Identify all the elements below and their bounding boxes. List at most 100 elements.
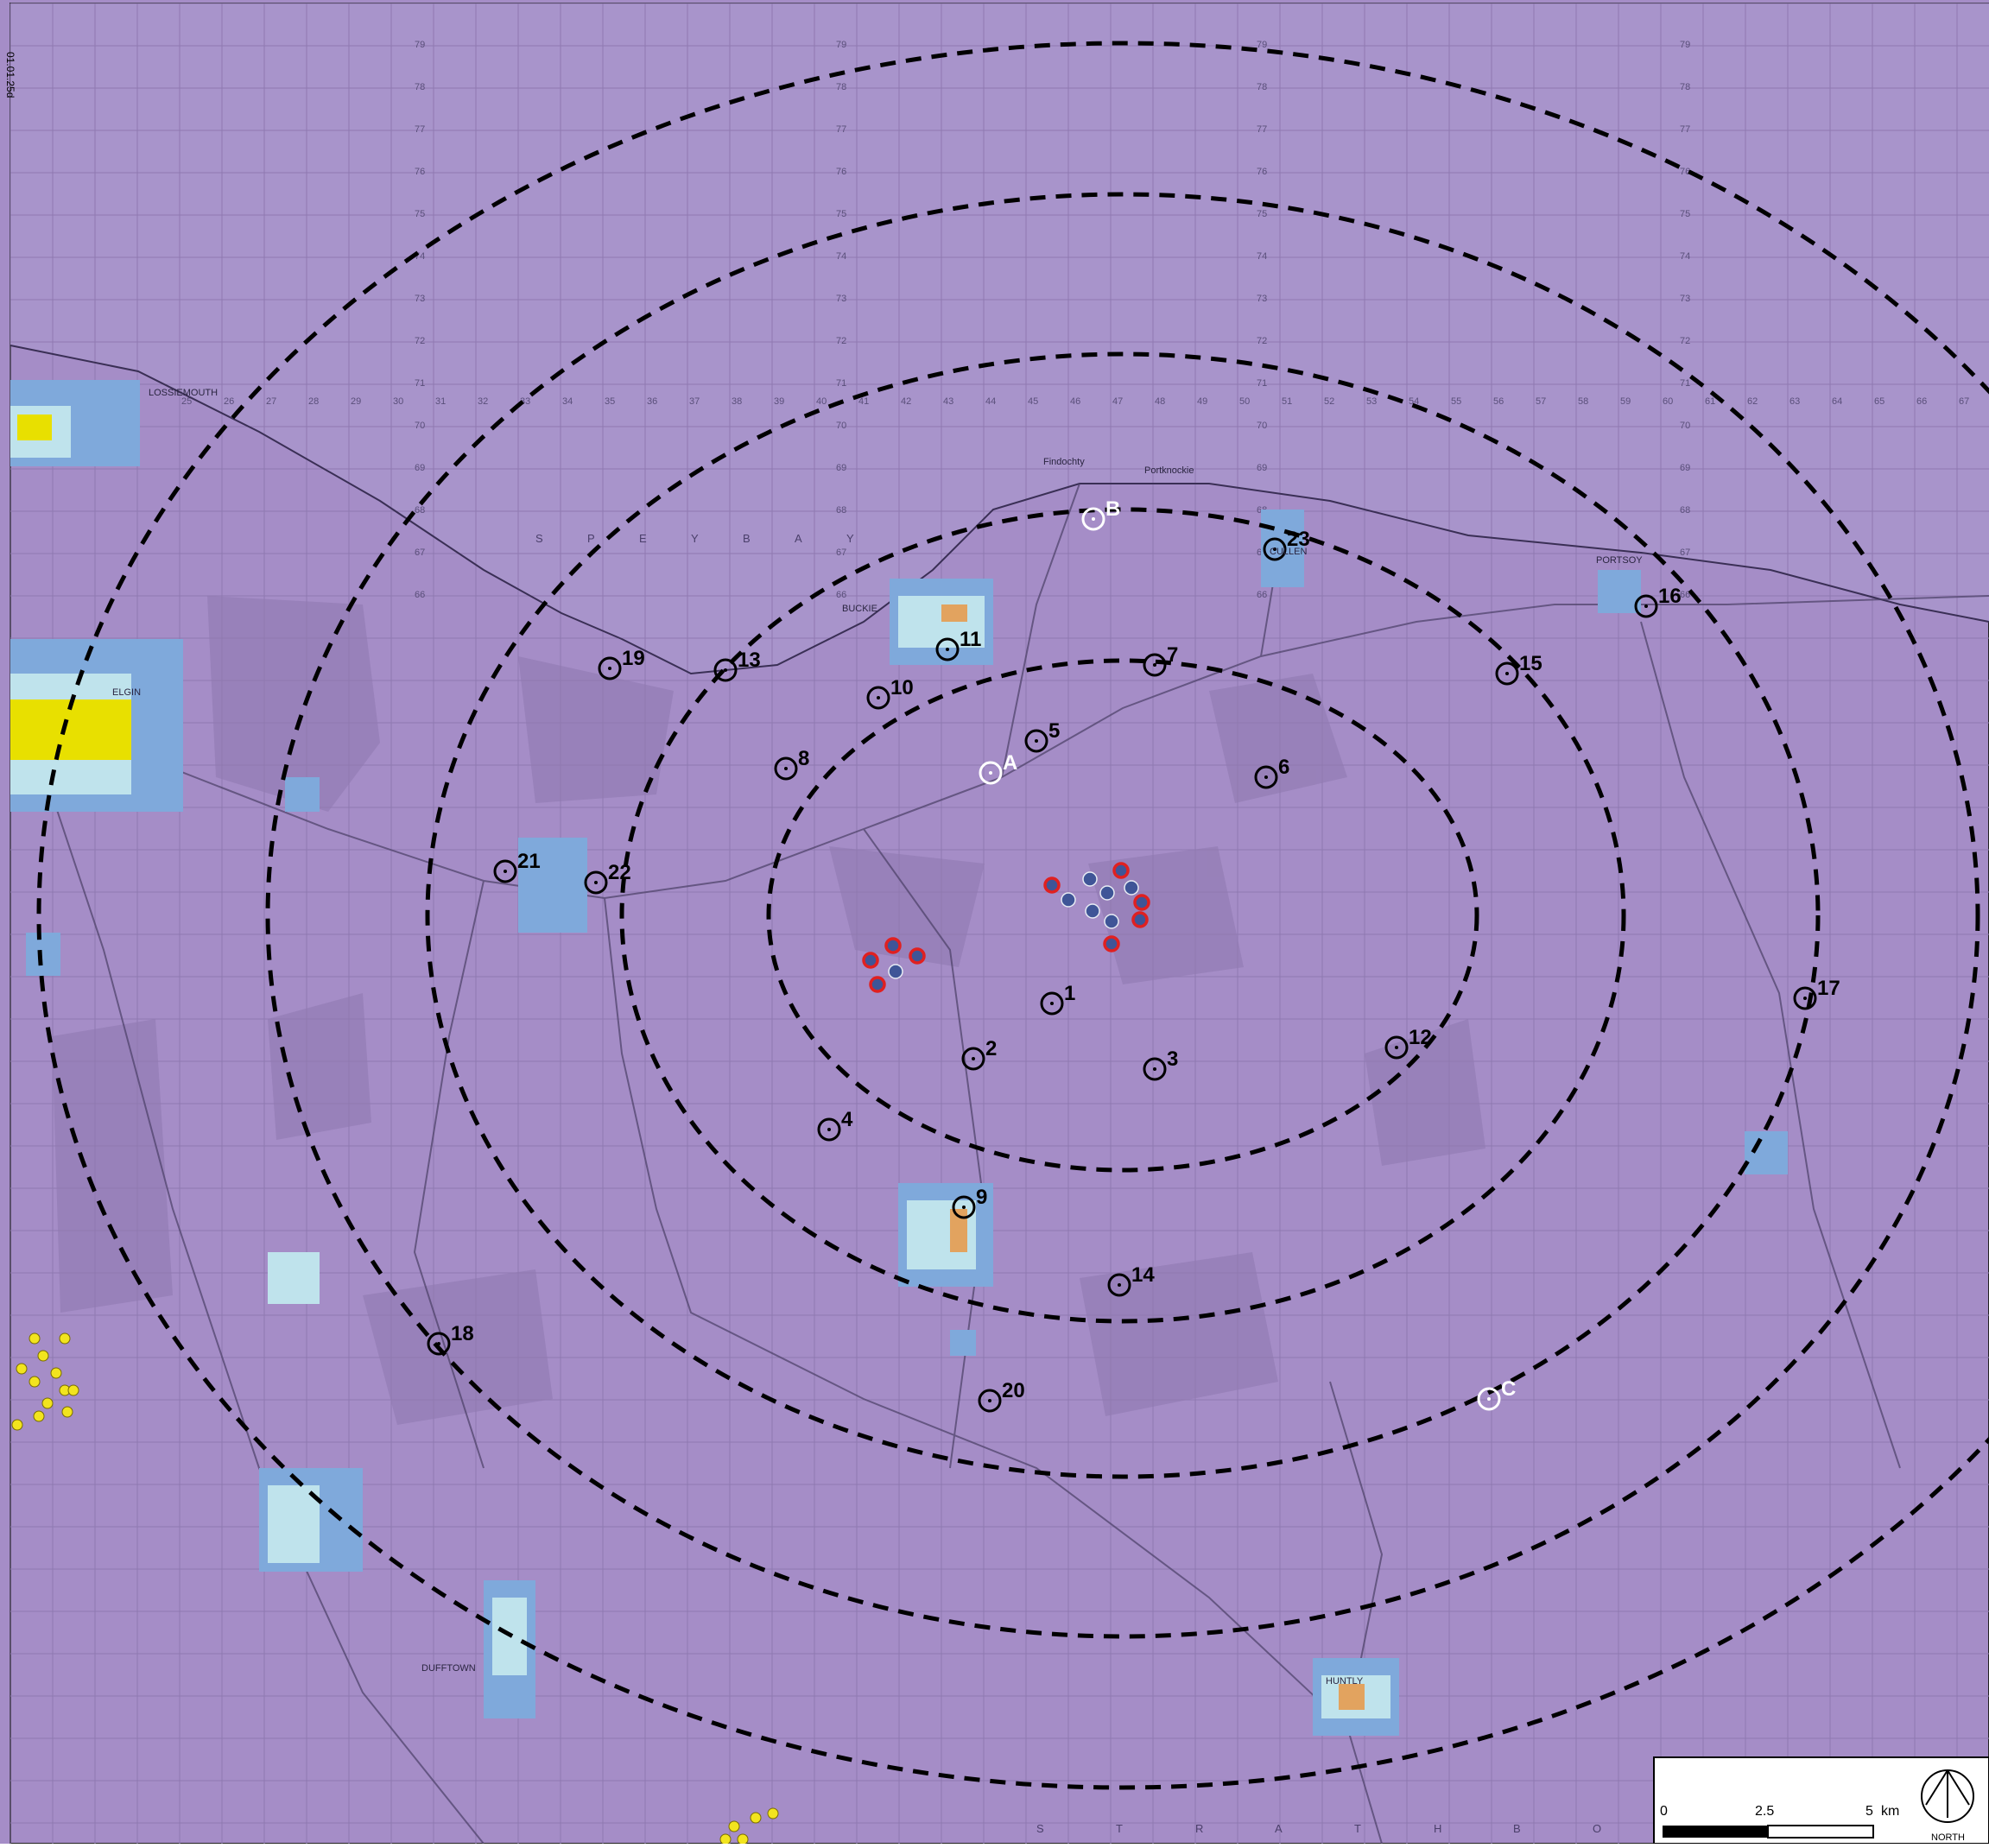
viewpoint-dot xyxy=(1153,663,1156,667)
land-label-letter: T xyxy=(1354,1822,1363,1835)
place-portsoy: PORTSOY xyxy=(1596,555,1643,566)
viewpoint-label: 22 xyxy=(608,861,631,884)
grid-number: 49 xyxy=(1197,396,1207,407)
viewpoint-dot xyxy=(437,1342,440,1345)
grid-number: 62 xyxy=(1747,396,1758,407)
land-label-letter: B xyxy=(1513,1822,1523,1835)
viewpoint-dot xyxy=(724,668,727,672)
grid-number: 44 xyxy=(985,396,996,407)
viewpoint-label: 11 xyxy=(960,628,981,651)
grid-number: 78 xyxy=(1680,82,1690,92)
grid-number: 75 xyxy=(836,209,846,219)
place-lossiemouth: LOSSIEMOUTH xyxy=(149,388,218,398)
sea-label-letter: S xyxy=(535,532,545,545)
grid-number: 43 xyxy=(943,396,953,407)
sea-label-letter: P xyxy=(587,532,597,545)
grid-number: 57 xyxy=(1536,396,1546,407)
grid-number: 68 xyxy=(836,505,846,516)
grid-number: 67 xyxy=(836,547,846,558)
grid-number: 74 xyxy=(836,251,846,262)
grid-number: 74 xyxy=(1680,251,1690,262)
viewpoint-dot xyxy=(1118,1283,1121,1287)
turbine-existing xyxy=(1100,886,1114,900)
grid-number: 53 xyxy=(1366,396,1377,407)
viewpoint-dot xyxy=(946,648,949,651)
viewpoint-dot xyxy=(1644,604,1648,608)
viewpoint-label: 14 xyxy=(1131,1263,1155,1287)
viewpoint-dot xyxy=(988,1399,991,1402)
grid-number: 50 xyxy=(1239,396,1250,407)
viewpoint-label: 20 xyxy=(1002,1379,1025,1402)
reference-dot xyxy=(989,771,992,775)
reference-label: C xyxy=(1501,1377,1516,1401)
viewpoint-label: 2 xyxy=(985,1037,997,1060)
grid-number: 60 xyxy=(1663,396,1673,407)
land-label-letter: O xyxy=(1593,1822,1603,1835)
turbine-existing xyxy=(1124,881,1138,895)
grid-number: 36 xyxy=(647,396,657,407)
viewpoint-label: 15 xyxy=(1519,652,1542,675)
reference-label: B xyxy=(1105,497,1120,521)
grid-number: 29 xyxy=(351,396,361,407)
grid-number: 70 xyxy=(1680,421,1690,431)
viewpoint-dot xyxy=(1035,739,1038,743)
scale-unit: km xyxy=(1881,1804,1899,1819)
viewpoint-dot xyxy=(877,696,880,699)
grid-number: 61 xyxy=(1705,396,1715,407)
viewpoint-dot xyxy=(594,881,598,884)
grid-number: 71 xyxy=(1680,378,1690,389)
viewpoint-label: 19 xyxy=(622,647,645,670)
grid-number: 68 xyxy=(1680,505,1690,516)
scale-tick-end: 5 xyxy=(1865,1804,1873,1819)
grid-number: 76 xyxy=(1680,167,1690,177)
grid-number: 45 xyxy=(1028,396,1038,407)
viewpoint-label: 17 xyxy=(1817,977,1840,1000)
place-buckie: BUCKIE xyxy=(842,604,877,614)
turbine-existing xyxy=(1083,872,1097,886)
grid-number: 32 xyxy=(478,396,488,407)
grid-number: 75 xyxy=(1680,209,1690,219)
grid-number: 56 xyxy=(1493,396,1504,407)
grid-number: 79 xyxy=(1680,40,1690,50)
grid-number: 71 xyxy=(1257,378,1267,389)
viewpoint-label: 21 xyxy=(517,850,541,873)
turbine-proposed xyxy=(1133,913,1147,927)
viewpoint-label: 10 xyxy=(890,676,914,699)
grid-number: 59 xyxy=(1620,396,1631,407)
viewpoint-dot xyxy=(962,1206,966,1209)
viewpoint-label: 9 xyxy=(976,1186,987,1209)
grid-number: 72 xyxy=(415,336,425,346)
turbine-proposed xyxy=(1114,864,1128,877)
turbine-proposed xyxy=(1135,896,1149,909)
sea-label-letter: A xyxy=(795,532,804,545)
viewpoint-label: 7 xyxy=(1167,643,1178,667)
grid-number: 66 xyxy=(836,590,846,600)
turbine-existing xyxy=(1086,904,1099,918)
grid-number: 79 xyxy=(415,40,425,50)
grid-number: 79 xyxy=(836,40,846,50)
viewpoint-label: 1 xyxy=(1064,982,1075,1005)
north-arrow-icon xyxy=(1922,1770,1973,1822)
grid-number: 65 xyxy=(1874,396,1884,407)
grid-number: 70 xyxy=(836,421,846,431)
viewpoint-label: 12 xyxy=(1409,1026,1432,1049)
viewpoint-dot xyxy=(784,767,788,770)
viewpoint-label: 4 xyxy=(841,1108,853,1131)
grid-number: 75 xyxy=(1257,209,1267,219)
viewpoint-dot xyxy=(1505,672,1509,675)
grid-number: 31 xyxy=(435,396,446,407)
grid-number: 72 xyxy=(1680,336,1690,346)
grid-number: 76 xyxy=(1257,167,1267,177)
grid-number: 63 xyxy=(1789,396,1800,407)
viewpoint-label: 16 xyxy=(1658,585,1682,608)
scale-tick-mid: 2.5 xyxy=(1755,1804,1774,1819)
grid-number: 76 xyxy=(836,167,846,177)
grid-number: 66 xyxy=(1257,590,1267,600)
place-portknockie: Portknockie xyxy=(1144,465,1194,476)
place-huntly: HUNTLY xyxy=(1326,1676,1364,1687)
viewpoint-label: 13 xyxy=(738,649,761,672)
grid-number: 64 xyxy=(1832,396,1842,407)
turbine-proposed xyxy=(864,953,877,967)
turbine-proposed xyxy=(1045,878,1059,892)
